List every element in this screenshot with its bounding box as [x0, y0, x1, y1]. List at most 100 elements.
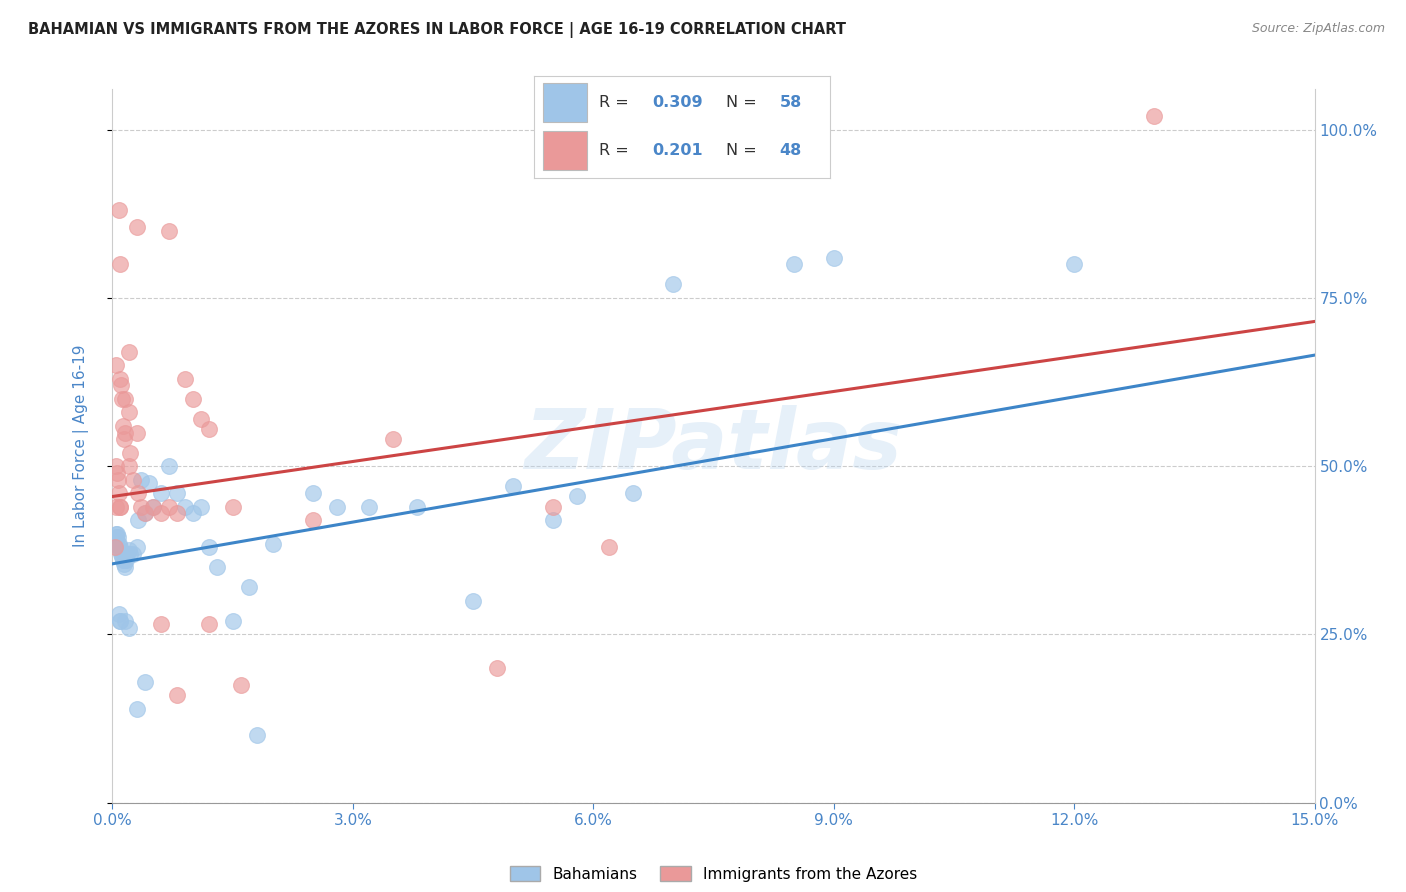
Point: [104, 533, 127, 548]
Text: R =: R =: [599, 144, 628, 158]
Point: [181, 392, 204, 406]
Point: [166, 486, 188, 500]
Point: [105, 358, 128, 372]
Point: [117, 344, 139, 359]
Point: [104, 500, 127, 514]
Point: [357, 500, 380, 514]
Point: [108, 607, 131, 622]
Point: [114, 425, 136, 440]
Point: [157, 459, 180, 474]
Bar: [543, 131, 588, 170]
Point: [141, 500, 163, 514]
Point: [222, 500, 245, 514]
Point: [112, 557, 135, 571]
Point: [302, 513, 325, 527]
Point: [246, 729, 269, 743]
Point: [111, 550, 134, 565]
Point: [157, 500, 180, 514]
Point: [105, 466, 128, 480]
Text: 48: 48: [779, 144, 801, 158]
Point: [222, 614, 245, 628]
Point: [111, 418, 134, 433]
Point: [108, 614, 131, 628]
Point: [104, 530, 127, 544]
Point: [112, 432, 135, 446]
Text: N =: N =: [725, 95, 756, 110]
Point: [107, 473, 129, 487]
Point: [110, 614, 132, 628]
Text: 58: 58: [779, 95, 801, 110]
Point: [125, 425, 148, 440]
Point: [120, 446, 142, 460]
Point: [567, 490, 589, 504]
Point: [110, 372, 132, 386]
Point: [1143, 109, 1166, 123]
Point: [107, 530, 129, 544]
Point: [108, 203, 131, 218]
Point: [110, 547, 132, 561]
Point: [173, 500, 195, 514]
Point: [115, 547, 138, 561]
Point: [125, 701, 148, 715]
Point: [205, 560, 228, 574]
Point: [105, 526, 128, 541]
Point: [121, 473, 143, 487]
Point: [149, 506, 172, 520]
Point: [229, 678, 252, 692]
Point: [125, 220, 148, 235]
Point: [149, 486, 172, 500]
Point: [197, 422, 219, 436]
Text: 0.309: 0.309: [652, 95, 703, 110]
Point: [114, 553, 136, 567]
Point: [326, 500, 349, 514]
Point: [134, 506, 156, 520]
Point: [782, 257, 804, 271]
Point: [197, 540, 219, 554]
Point: [110, 378, 132, 392]
Point: [120, 547, 142, 561]
Point: [105, 459, 128, 474]
Point: [129, 500, 152, 514]
Point: [262, 536, 284, 550]
Text: 0.201: 0.201: [652, 144, 703, 158]
Point: [166, 688, 188, 702]
Point: [662, 277, 685, 292]
Point: [104, 540, 127, 554]
Point: [1063, 257, 1085, 271]
Point: [486, 661, 509, 675]
Point: [129, 473, 152, 487]
Point: [103, 536, 125, 550]
Point: [543, 500, 565, 514]
Bar: [543, 83, 588, 122]
Point: [138, 476, 160, 491]
Point: [114, 614, 136, 628]
Point: [302, 486, 325, 500]
Point: [543, 513, 565, 527]
Point: [117, 543, 139, 558]
Legend: Bahamians, Immigrants from the Azores: Bahamians, Immigrants from the Azores: [503, 860, 924, 888]
Point: [190, 412, 212, 426]
Text: N =: N =: [725, 144, 756, 158]
Point: [823, 251, 845, 265]
Point: [125, 540, 148, 554]
Point: [117, 621, 139, 635]
Point: [108, 536, 131, 550]
Point: [105, 526, 128, 541]
Text: R =: R =: [599, 95, 628, 110]
Text: BAHAMIAN VS IMMIGRANTS FROM THE AZORES IN LABOR FORCE | AGE 16-19 CORRELATION CH: BAHAMIAN VS IMMIGRANTS FROM THE AZORES I…: [28, 22, 846, 38]
Text: ZIPatlas: ZIPatlas: [524, 406, 903, 486]
Point: [173, 372, 195, 386]
Point: [108, 486, 131, 500]
Point: [382, 432, 405, 446]
Point: [134, 674, 156, 689]
Y-axis label: In Labor Force | Age 16-19: In Labor Force | Age 16-19: [73, 344, 89, 548]
Point: [141, 500, 163, 514]
Point: [197, 617, 219, 632]
Point: [117, 459, 139, 474]
Point: [238, 580, 260, 594]
Point: [114, 392, 136, 406]
Point: [115, 553, 138, 567]
Point: [110, 257, 132, 271]
Point: [598, 540, 620, 554]
Point: [110, 543, 132, 558]
